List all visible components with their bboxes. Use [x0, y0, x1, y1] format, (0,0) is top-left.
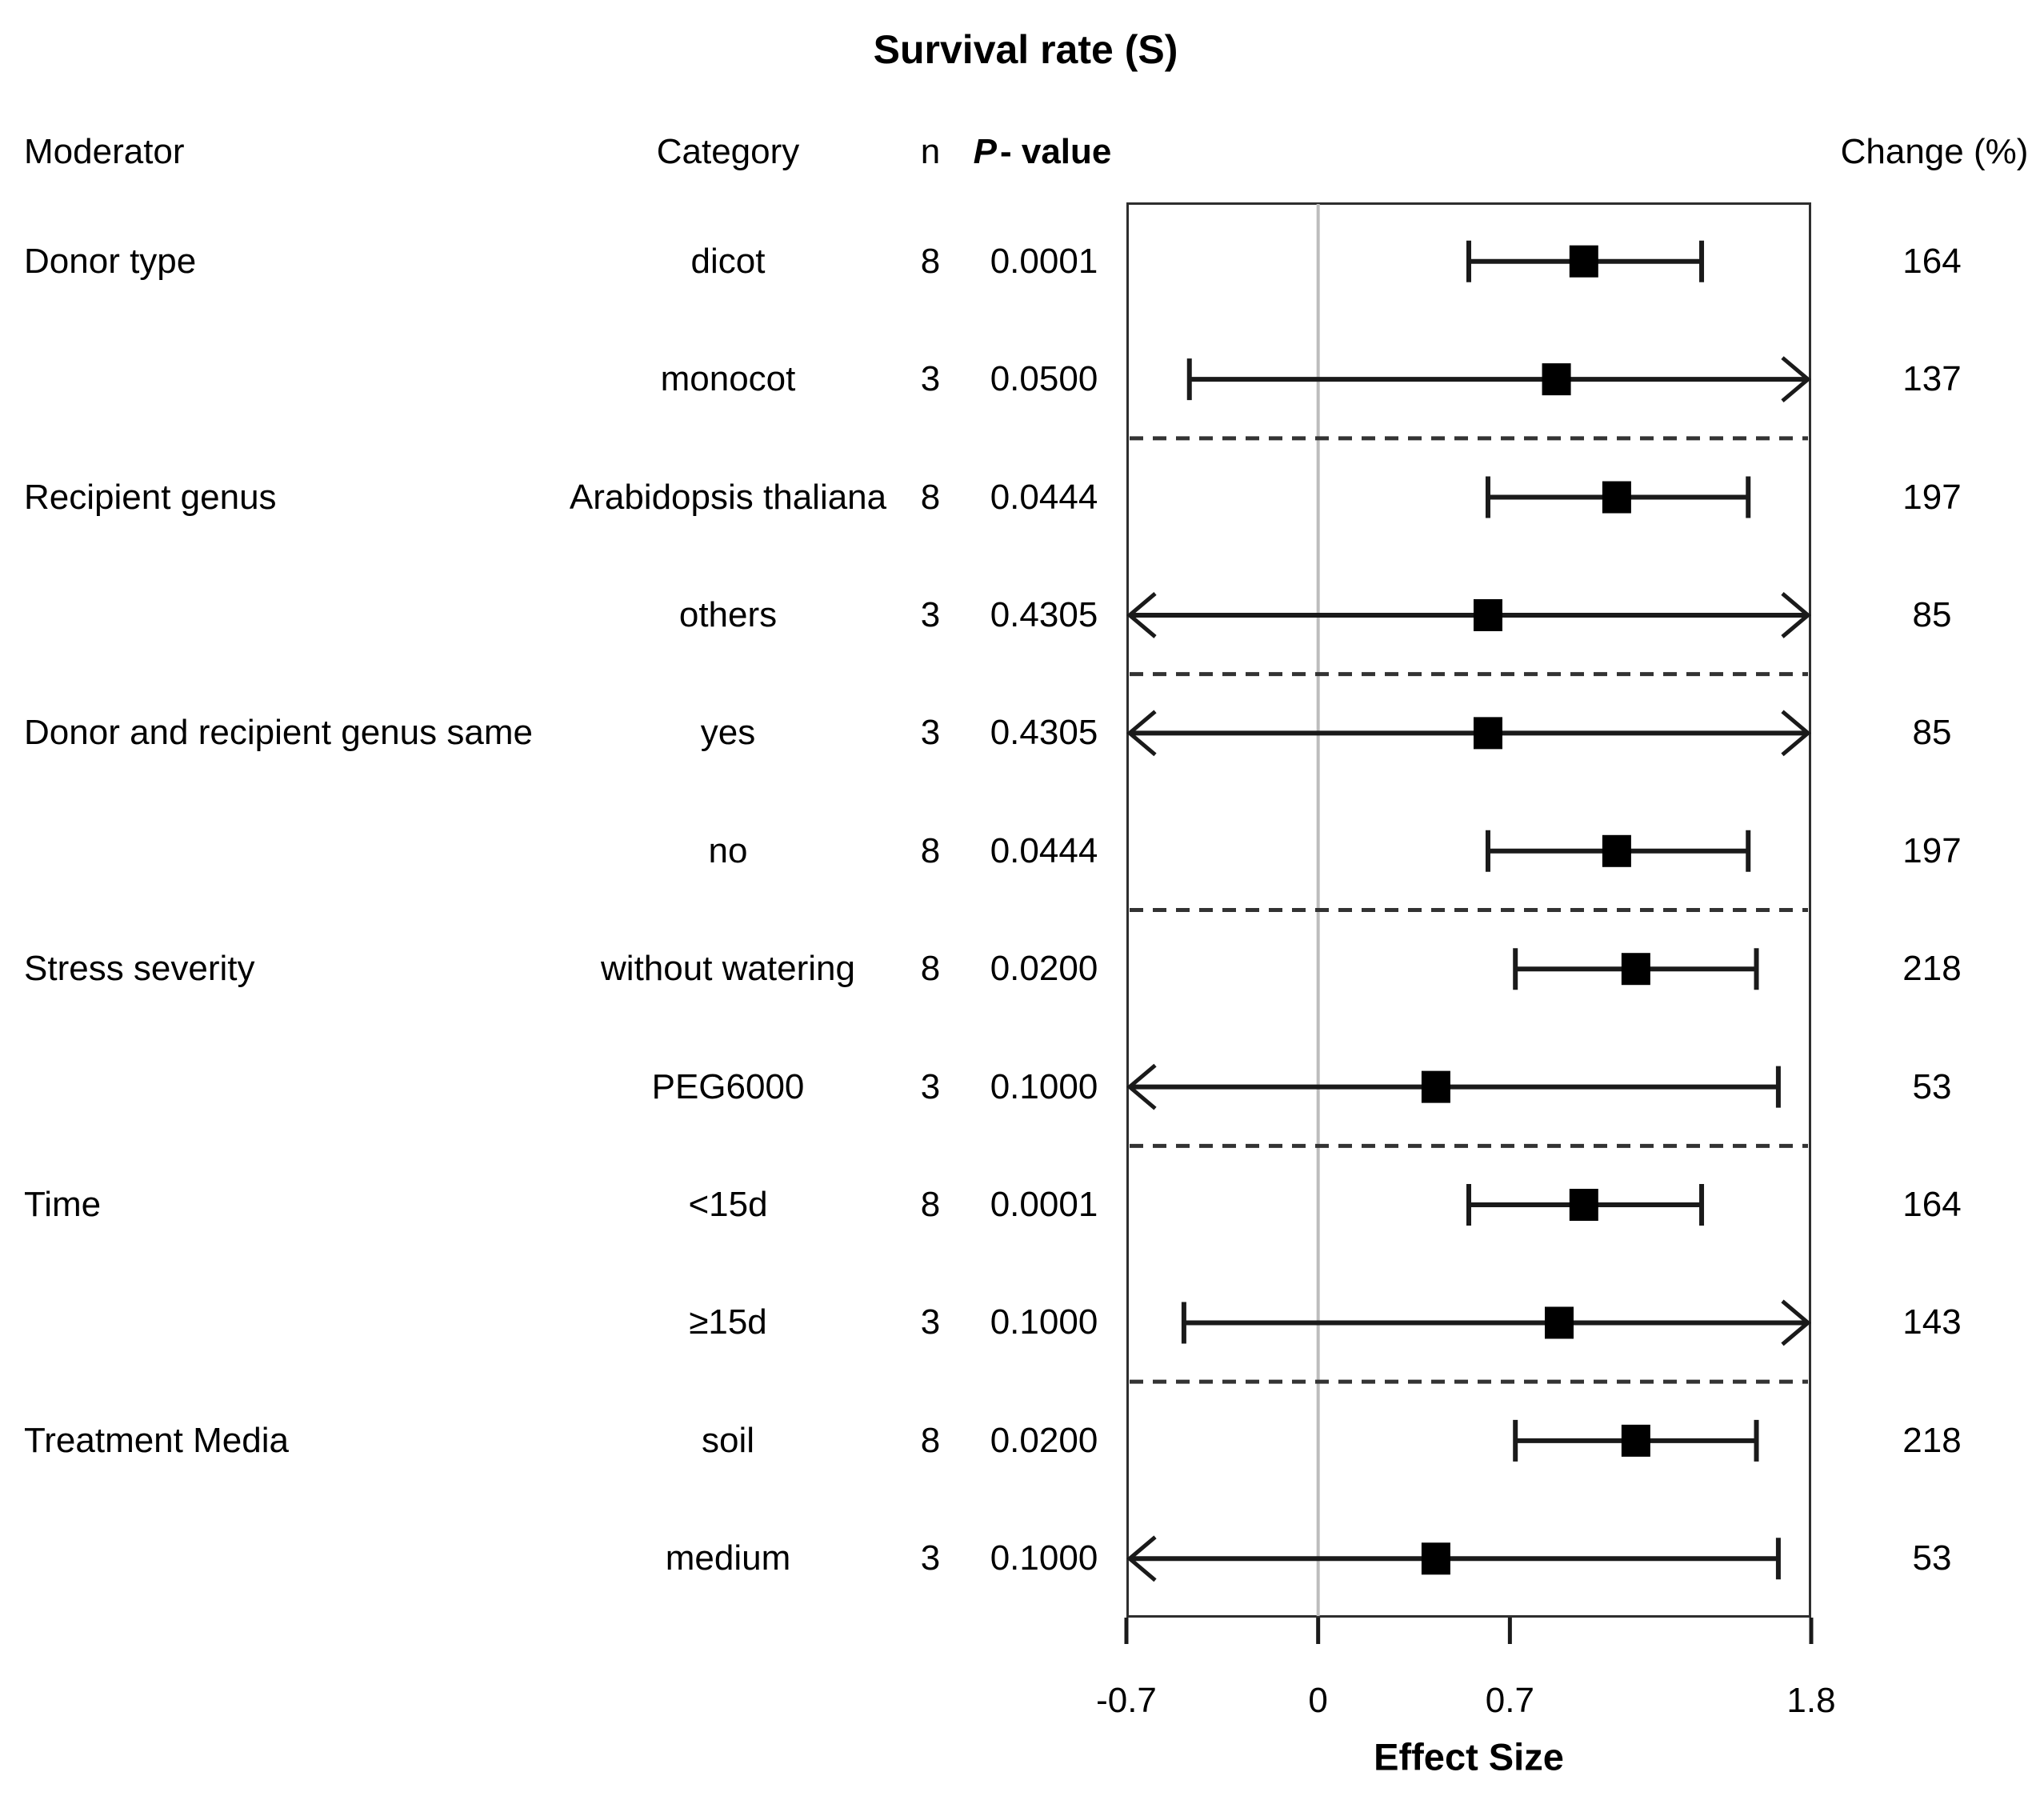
category-label: soil — [701, 1420, 755, 1460]
n-value: 3 — [920, 713, 941, 753]
category-label: monocot — [660, 359, 796, 399]
effect-size-square-marker — [1602, 481, 1631, 514]
effect-size-square-marker — [1621, 953, 1650, 986]
change-percent-value: 197 — [1902, 477, 1962, 517]
p-value: 0.0001 — [990, 241, 1098, 281]
n-value: 3 — [920, 1538, 941, 1578]
change-percent-value: 137 — [1902, 359, 1962, 399]
n-value: 8 — [920, 241, 941, 281]
effect-size-square-marker — [1473, 717, 1502, 750]
change-percent-value: 143 — [1902, 1302, 1962, 1342]
column-header-change: Change (%) — [1840, 132, 2029, 171]
category-label: no — [708, 830, 748, 870]
category-label: without watering — [601, 949, 855, 989]
effect-size-square-marker — [1421, 1542, 1450, 1575]
p-value: 0.1000 — [990, 1066, 1098, 1106]
p-value: 0.1000 — [990, 1538, 1098, 1578]
p-value: 0.4305 — [990, 594, 1098, 634]
plot-area-box — [1126, 202, 1811, 1618]
chart-title: Survival rate (S) — [873, 27, 1178, 72]
p-value: 0.0200 — [990, 1420, 1098, 1460]
change-percent-value: 53 — [1912, 1538, 1952, 1578]
category-label: dicot — [690, 241, 766, 281]
moderator-label: Time — [24, 1185, 102, 1225]
ci-arrow-right — [1781, 356, 1811, 403]
ci-arrow-left — [1126, 1063, 1157, 1110]
moderator-label: Donor type — [24, 241, 197, 281]
column-header-pvalue: P- value — [974, 132, 1112, 172]
p-value: 0.1000 — [990, 1302, 1098, 1342]
n-value: 3 — [920, 594, 941, 634]
category-label: PEG6000 — [651, 1066, 805, 1106]
effect-size-square-marker — [1621, 1424, 1650, 1457]
p-value: 0.0001 — [990, 1185, 1098, 1225]
effect-size-square-marker — [1421, 1070, 1450, 1103]
category-label: ≥15d — [689, 1302, 767, 1342]
n-value: 3 — [920, 1302, 941, 1342]
change-percent-value: 53 — [1912, 1066, 1952, 1106]
ci-arrow-left — [1126, 710, 1157, 757]
category-label: medium — [665, 1538, 791, 1578]
p-value: 0.0500 — [990, 359, 1098, 399]
n-value: 8 — [920, 830, 941, 870]
effect-size-square-marker — [1544, 1306, 1574, 1339]
p-value: 0.0444 — [990, 830, 1098, 870]
p-value: 0.0200 — [990, 949, 1098, 989]
ci-arrow-right — [1781, 592, 1811, 638]
effect-size-square-marker — [1542, 363, 1571, 396]
n-value: 8 — [920, 1185, 941, 1225]
effect-size-square-marker — [1569, 245, 1598, 278]
column-header-moderator: Moderator — [24, 132, 185, 171]
n-value: 3 — [920, 1066, 941, 1106]
p-value: 0.0444 — [990, 477, 1098, 517]
p-value: 0.4305 — [990, 713, 1098, 753]
pvalue-italic-p: P — [973, 132, 997, 171]
change-percent-value: 85 — [1912, 594, 1952, 634]
moderator-label: Donor and recipient genus same — [24, 713, 533, 753]
ci-arrow-right — [1781, 1299, 1811, 1346]
change-percent-value: 197 — [1902, 830, 1962, 870]
n-value: 8 — [920, 1420, 941, 1460]
category-label: <15d — [688, 1185, 768, 1225]
category-label: Arabidopsis thaliana — [569, 477, 887, 517]
effect-size-square-marker — [1473, 598, 1502, 631]
x-tick-label: -0.7 — [1096, 1681, 1157, 1720]
change-percent-value: 164 — [1902, 1185, 1962, 1225]
effect-size-square-marker — [1602, 834, 1631, 867]
x-tick-label: 1.8 — [1786, 1681, 1836, 1720]
moderator-label: Treatment Media — [24, 1420, 289, 1460]
x-axis-label: Effect Size — [1374, 1735, 1564, 1778]
column-header-category: Category — [656, 132, 800, 171]
change-percent-value: 164 — [1902, 241, 1962, 281]
effect-size-square-marker — [1569, 1189, 1598, 1222]
moderator-label: Stress severity — [24, 949, 255, 989]
column-header-n: n — [920, 132, 941, 171]
n-value: 3 — [920, 359, 941, 399]
moderator-label: Recipient genus — [24, 477, 277, 517]
ci-arrow-left — [1126, 1535, 1157, 1582]
pvalue-rest: - value — [999, 132, 1112, 171]
ci-arrow-right — [1781, 710, 1811, 757]
x-tick-label: 0 — [1308, 1681, 1328, 1720]
category-label: yes — [700, 713, 756, 753]
x-tick-label: 0.7 — [1485, 1681, 1534, 1720]
change-percent-value: 218 — [1902, 949, 1962, 989]
n-value: 8 — [920, 949, 941, 989]
change-percent-value: 85 — [1912, 713, 1952, 753]
ci-arrow-left — [1126, 592, 1157, 638]
n-value: 8 — [920, 477, 941, 517]
change-percent-value: 218 — [1902, 1420, 1962, 1460]
category-label: others — [678, 594, 778, 634]
